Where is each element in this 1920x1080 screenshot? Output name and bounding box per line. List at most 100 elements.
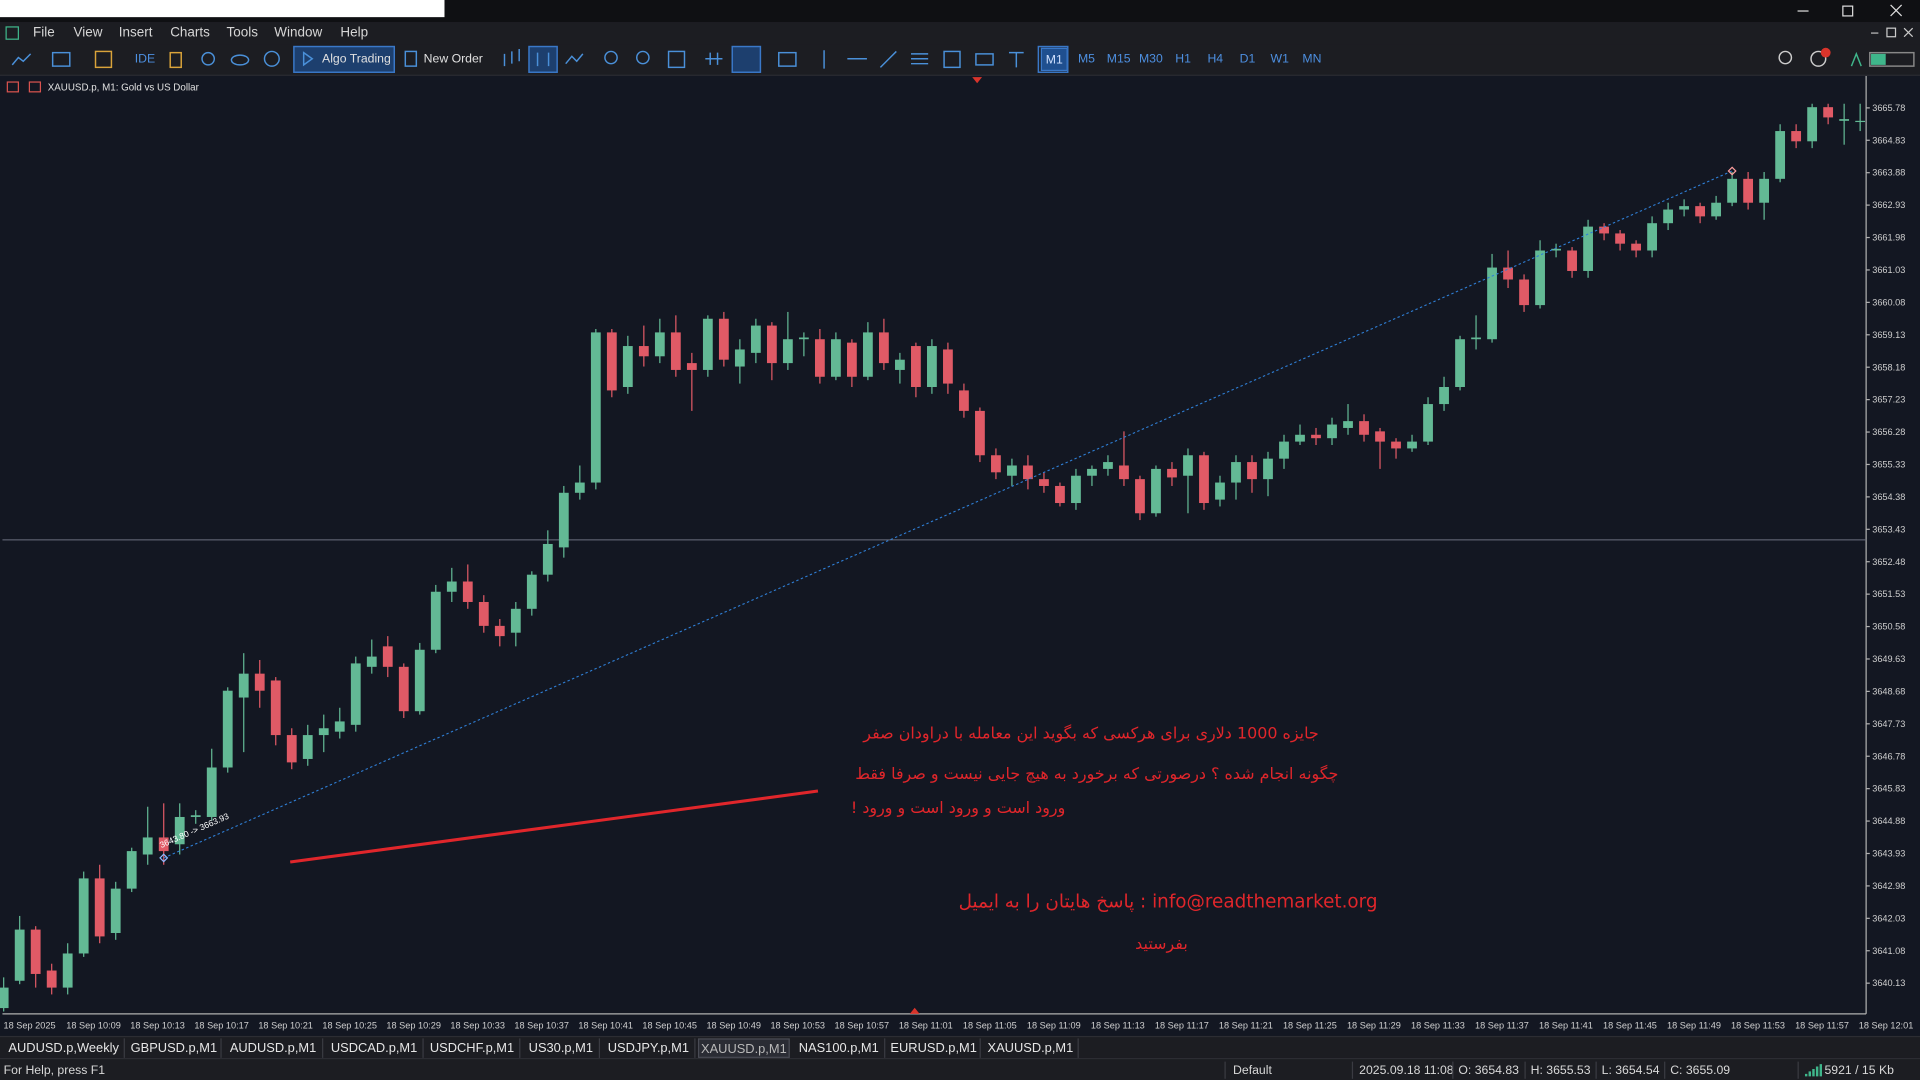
annotation-text: ورود است و ورود است و ورود ! xyxy=(850,799,1066,818)
menu-item[interactable]: Tools xyxy=(226,25,258,41)
shift-button[interactable] xyxy=(731,45,762,73)
shift-marker xyxy=(972,77,983,84)
timeframe-button[interactable]: MN xyxy=(1302,52,1322,67)
chart-tab[interactable]: USDJPY.p,M1 xyxy=(602,1038,696,1058)
candle-body xyxy=(0,987,9,1009)
menu-item[interactable]: Charts xyxy=(170,25,210,41)
candle-body xyxy=(254,673,265,691)
template-icon[interactable] xyxy=(51,51,71,67)
candle-body xyxy=(1071,475,1081,504)
timeframe-button[interactable]: M1 xyxy=(1040,47,1068,72)
chart-type-icon[interactable] xyxy=(11,53,32,66)
timeframe-button[interactable]: M15 xyxy=(1106,52,1131,67)
search-icon[interactable] xyxy=(1778,50,1793,65)
community-icon[interactable] xyxy=(263,50,280,67)
zoom-out-icon[interactable] xyxy=(636,50,650,65)
candle-body xyxy=(510,608,521,633)
menu-item[interactable]: Insert xyxy=(118,25,153,41)
annotation-text: جایزه 1000 دلاری برای هرکسی که بگوید این… xyxy=(863,724,1319,744)
menu-item[interactable]: Help xyxy=(340,25,369,41)
candle-body xyxy=(1519,279,1529,306)
x-tick-label: 18 Sep 10:57 xyxy=(834,1021,889,1031)
y-tick-label: 3642.03 xyxy=(1872,913,1905,923)
candle-body xyxy=(1775,131,1786,179)
autoscroll-icon[interactable] xyxy=(705,52,723,65)
algo-trading-label[interactable]: Algo Trading xyxy=(322,52,391,67)
chart-tab[interactable]: AUDUSD.p,M1 xyxy=(224,1038,324,1058)
candle-body xyxy=(478,601,489,626)
chart-tab[interactable]: XAUUSD.p,M1 xyxy=(983,1038,1079,1058)
close-button[interactable] xyxy=(1890,4,1903,17)
candle-body xyxy=(1103,462,1113,469)
candle-body xyxy=(1615,233,1625,244)
candle-body xyxy=(238,673,249,698)
cloud-icon[interactable] xyxy=(230,54,250,66)
chart-tab[interactable]: XAUUSD.p,M1 xyxy=(697,1038,790,1058)
candles-button[interactable] xyxy=(528,45,558,73)
zoom-in-icon[interactable] xyxy=(604,50,618,65)
menu-item[interactable]: Window xyxy=(274,25,323,41)
y-tick-label: 3664.83 xyxy=(1872,135,1905,145)
y-tick-label: 3641.08 xyxy=(1872,946,1905,956)
shapes-icon[interactable] xyxy=(943,50,961,69)
candle-body xyxy=(1215,482,1225,500)
text-icon[interactable] xyxy=(1008,51,1024,68)
chart-tab[interactable]: GBPUSD.p,M1 xyxy=(127,1038,222,1058)
candle-body xyxy=(558,492,569,548)
candle-body xyxy=(814,339,825,377)
chart-tab[interactable]: AUDUSD.p,Weekly xyxy=(4,1038,125,1058)
notifications-icon[interactable] xyxy=(1810,50,1827,67)
candle-body xyxy=(222,690,233,768)
ide-button[interactable]: IDE xyxy=(134,52,156,67)
candle-body xyxy=(1711,202,1722,217)
signals-icon[interactable] xyxy=(169,51,182,69)
candle-body xyxy=(718,318,729,360)
notification-badge xyxy=(1820,47,1831,58)
candle-body xyxy=(1599,226,1609,234)
bar-high: H: 3655.53 xyxy=(1530,1064,1591,1078)
chart-tab[interactable]: US30.p,M1 xyxy=(523,1038,600,1058)
candle-body xyxy=(174,816,185,845)
restore-button[interactable] xyxy=(1842,5,1854,17)
market-icon[interactable] xyxy=(94,50,113,69)
candle-body xyxy=(1471,337,1481,340)
account-icon[interactable] xyxy=(1850,51,1862,67)
chart-tab[interactable]: EURUSD.p,M1 xyxy=(888,1038,981,1058)
menu-item[interactable]: View xyxy=(73,25,103,41)
new-order-icon[interactable] xyxy=(404,50,418,67)
candle-body xyxy=(1695,206,1706,217)
candle-body xyxy=(302,735,313,759)
chart-restore[interactable] xyxy=(1886,27,1897,38)
candle-body xyxy=(574,482,585,493)
bars-icon[interactable] xyxy=(503,48,520,67)
menu-item[interactable]: File xyxy=(33,25,55,41)
candle-body xyxy=(1039,479,1049,486)
timeframe-button[interactable]: H1 xyxy=(1175,52,1191,67)
timeframe-button[interactable]: W1 xyxy=(1270,52,1289,67)
chart-tab[interactable]: NAS100.p,M1 xyxy=(793,1038,886,1058)
timeframe-button[interactable]: M30 xyxy=(1138,52,1163,67)
line-icon[interactable] xyxy=(565,53,584,65)
menu-bar: File View Insert Charts Tools Window Help xyxy=(0,22,1920,45)
timeframe-button[interactable]: H4 xyxy=(1207,52,1224,67)
trendline-icon[interactable] xyxy=(879,50,897,68)
y-tick-label: 3658.18 xyxy=(1872,362,1905,372)
candle-body xyxy=(1279,441,1289,459)
vps-icon[interactable] xyxy=(201,51,216,66)
channel-icon[interactable] xyxy=(911,53,929,65)
candle-body xyxy=(1231,462,1241,483)
chart-close[interactable] xyxy=(1903,27,1914,38)
screenshot-icon[interactable] xyxy=(778,51,797,67)
candle-body xyxy=(638,346,649,357)
new-order-label[interactable]: New Order xyxy=(423,52,483,67)
candle-body xyxy=(1423,404,1433,442)
timeframe-button[interactable]: D1 xyxy=(1239,52,1256,67)
chart-tab[interactable]: USDCAD.p,M1 xyxy=(326,1038,424,1058)
chart-tab[interactable]: USDCHF.p,M1 xyxy=(425,1038,521,1058)
tile-icon[interactable] xyxy=(667,50,686,69)
play-icon xyxy=(302,51,314,67)
label-icon[interactable] xyxy=(975,53,994,66)
timeframe-button[interactable]: M5 xyxy=(1077,52,1095,67)
bar-open: O: 3654.83 xyxy=(1458,1064,1519,1078)
candle-body xyxy=(1007,465,1017,476)
